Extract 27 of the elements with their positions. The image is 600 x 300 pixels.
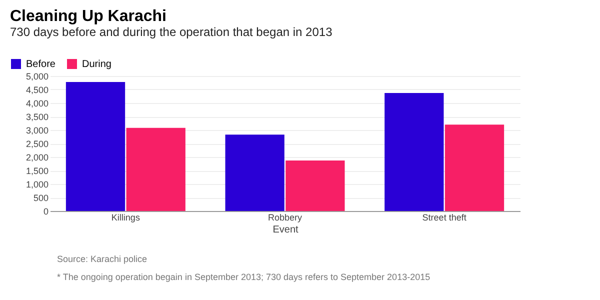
- x-tick-label: Killings: [111, 212, 140, 222]
- text: * The ongoing operation begain in September 2013; 730 days refers to September 2013-2015: [57, 272, 432, 282]
- source-note: Source: Karachi police: [57, 254, 148, 264]
- y-tick-label: 4,500: [26, 85, 48, 95]
- y-tick-label: 1,500: [26, 166, 48, 176]
- y-tick-label: 500: [33, 193, 48, 203]
- x-tick-label: Street theft: [422, 212, 467, 222]
- legend-label: Before: [26, 59, 56, 70]
- chart-title: Cleaning Up Karachi: [10, 8, 166, 25]
- y-tick-label: 0: [43, 206, 48, 216]
- y-tick-label: 3,500: [26, 112, 48, 122]
- y-tick-label: 3,000: [26, 126, 48, 136]
- bar: [286, 160, 345, 211]
- bar: [66, 82, 126, 211]
- y-tick-label: 2,000: [26, 152, 48, 162]
- bar: [384, 93, 444, 211]
- bar: [225, 134, 284, 211]
- x-tick-label: Robbery: [268, 212, 302, 222]
- y-tick-label: 5,000: [26, 72, 48, 82]
- chart-subtitle: 730 days before and during the operation that began in 2013: [10, 25, 333, 39]
- x-axis-title: Event: [272, 224, 299, 236]
- y-tick-label: 4,000: [26, 98, 48, 108]
- bar: [126, 128, 186, 211]
- bar: [444, 124, 504, 211]
- y-tick-label: 1,000: [26, 180, 48, 190]
- y-tick-label: 2,500: [26, 139, 48, 149]
- legend-label: During: [82, 59, 112, 70]
